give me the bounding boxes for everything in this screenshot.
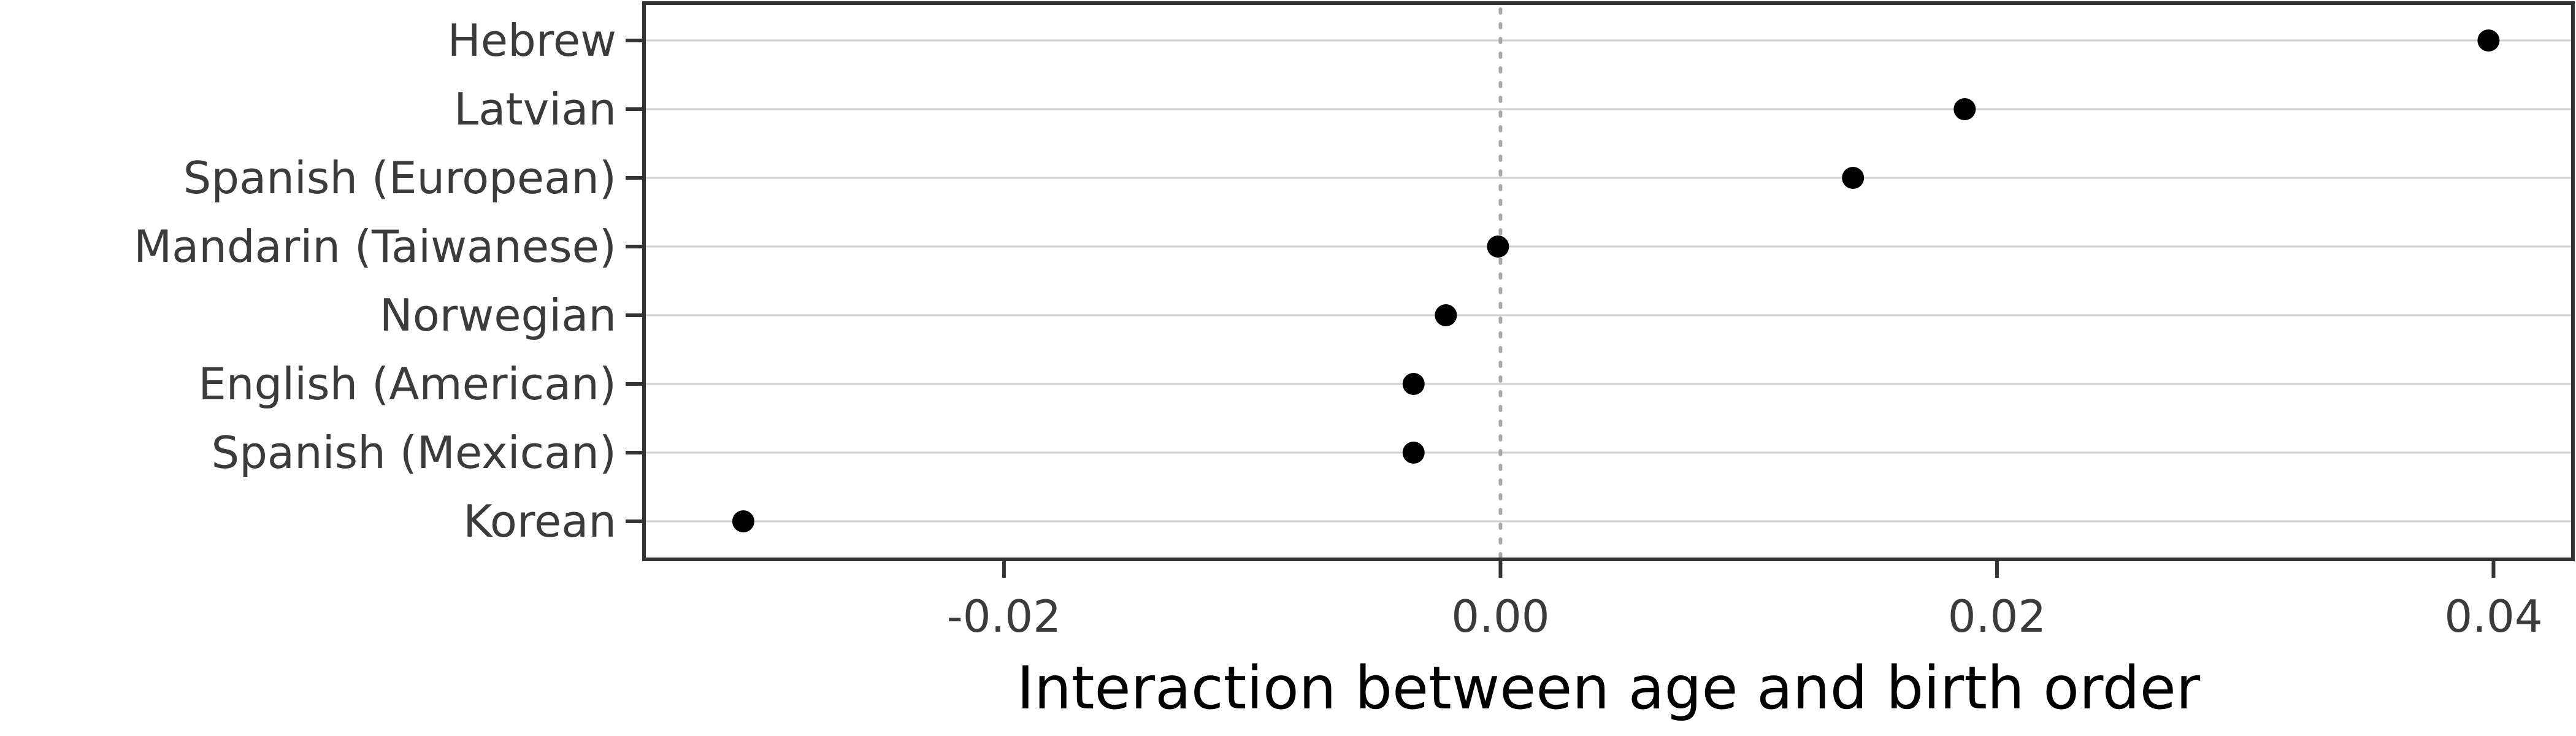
y-tick-label: Norwegian — [380, 289, 616, 341]
gridlines — [644, 39, 2573, 523]
x-tick-label: 0.04 — [2444, 591, 2542, 642]
data-point — [1402, 373, 1425, 395]
data-point — [1842, 167, 1865, 189]
plot-panel-border — [642, 1, 2575, 561]
y-tick-label: Hebrew — [448, 15, 616, 66]
data-point — [1435, 304, 1457, 326]
y-tick-label: Korean — [463, 496, 616, 547]
x-tick-label: -0.02 — [947, 591, 1061, 642]
data-point — [732, 510, 754, 532]
x-tick-label: 0.02 — [1948, 591, 2046, 642]
data-point — [1953, 98, 1976, 120]
y-tick-label: Latvian — [454, 83, 616, 135]
data-point — [2477, 29, 2500, 52]
y-tick-label: Mandarin (Taiwanese) — [134, 221, 616, 272]
y-tick-label: Spanish (European) — [183, 152, 616, 204]
x-axis: -0.02 0.00 0.02 0.04 — [947, 559, 2543, 642]
data-points — [732, 29, 2500, 532]
y-axis: Hebrew Latvian Spanish (European) Mandarin … — [134, 15, 644, 547]
x-axis-title: Interaction between age and birth order — [1017, 654, 2201, 723]
y-tick-label: Spanish (Mexican) — [212, 427, 616, 478]
data-point — [1402, 442, 1425, 464]
data-point — [1487, 236, 1509, 258]
x-tick-label: 0.00 — [1451, 591, 1549, 642]
y-tick-label: English (American) — [198, 358, 616, 410]
